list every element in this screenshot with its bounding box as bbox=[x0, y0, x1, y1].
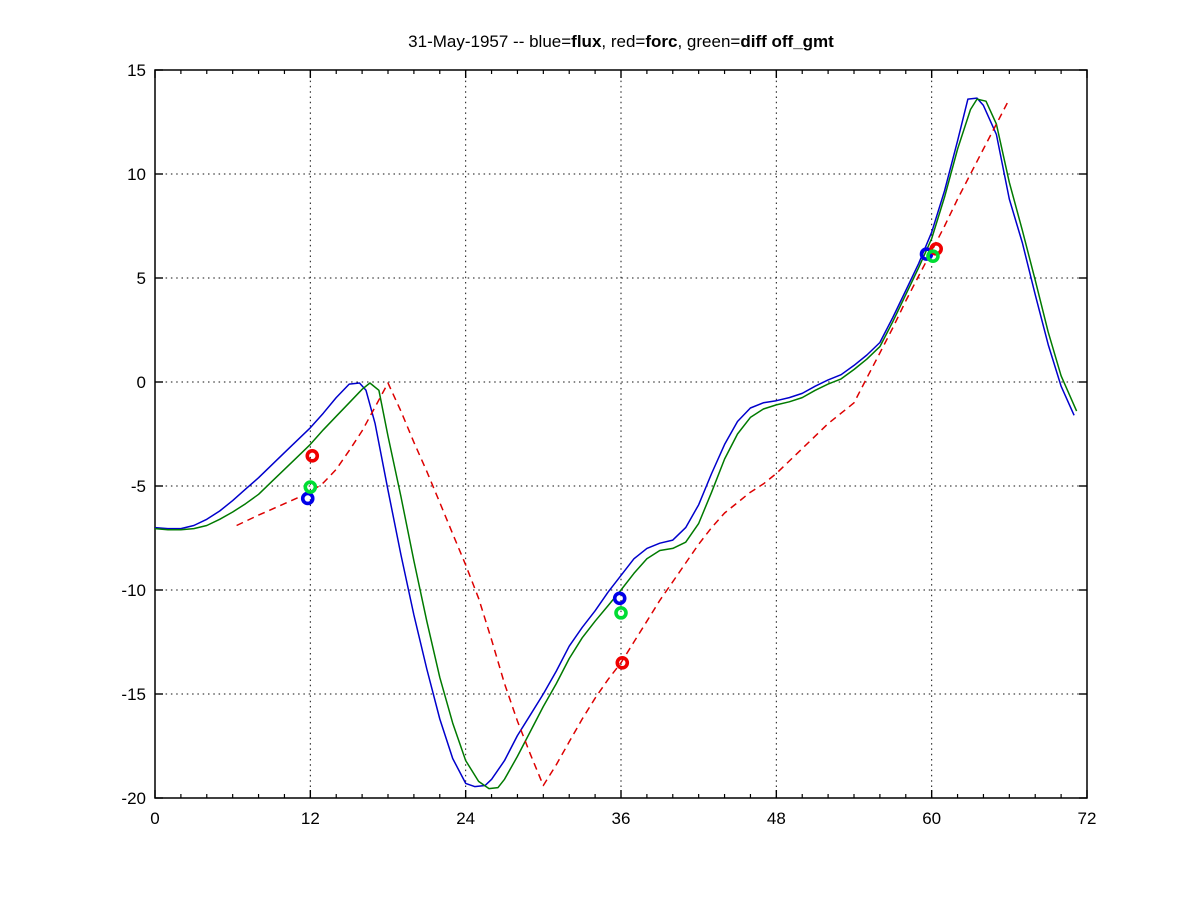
flux-marker bbox=[612, 591, 627, 606]
diff-marker bbox=[614, 606, 628, 620]
x-tick-label: 12 bbox=[301, 809, 320, 828]
y-tick-label: 10 bbox=[127, 165, 146, 184]
y-tick-label: -10 bbox=[121, 581, 146, 600]
x-tick-label: 36 bbox=[612, 809, 631, 828]
y-tick-label: 5 bbox=[137, 269, 146, 288]
forc-line bbox=[236, 98, 1010, 787]
x-tick-label: 24 bbox=[456, 809, 475, 828]
y-tick-label: -15 bbox=[121, 685, 146, 704]
x-tick-label: 48 bbox=[767, 809, 786, 828]
diff-marker bbox=[926, 249, 940, 263]
x-tick-label: 72 bbox=[1078, 809, 1097, 828]
diff-marker bbox=[303, 480, 318, 494]
forc-marker bbox=[615, 655, 630, 670]
y-tick-label: -5 bbox=[131, 477, 146, 496]
y-tick-label: -20 bbox=[121, 789, 146, 808]
chart-title-segment: , green= bbox=[677, 32, 741, 51]
flux-marker bbox=[919, 247, 934, 261]
chart-title-segment: forc bbox=[645, 32, 678, 51]
y-tick-label: 0 bbox=[137, 373, 146, 392]
chart-title-segment: 31-May-1957 -- blue= bbox=[408, 32, 572, 51]
y-tick-label: 15 bbox=[127, 61, 146, 80]
chart-title-segment: flux bbox=[571, 32, 602, 51]
chart-title-segment: diff off_gmt bbox=[740, 32, 834, 51]
chart-title-segment: , red= bbox=[601, 32, 646, 51]
x-tick-label: 0 bbox=[150, 809, 159, 828]
chart-title: 31-May-1957 -- blue=flux, red=forc, gree… bbox=[155, 32, 1087, 52]
flux-line bbox=[154, 97, 1075, 788]
flux-marker bbox=[300, 491, 315, 506]
forc-marker bbox=[305, 449, 320, 463]
x-tick-label: 60 bbox=[922, 809, 941, 828]
